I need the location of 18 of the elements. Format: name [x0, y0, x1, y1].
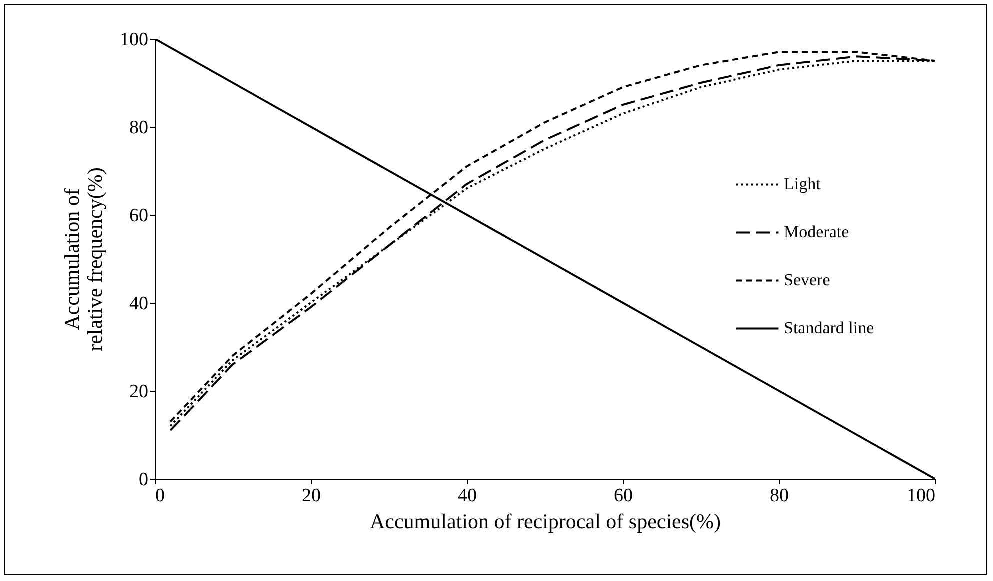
- x-axis-title: Accumulation of reciprocal of species(%): [370, 510, 722, 534]
- legend-label: Light: [784, 174, 822, 194]
- x-tick-label: 80: [770, 486, 789, 506]
- y-tick-label: 80: [130, 118, 148, 138]
- legend-label: Severe: [784, 270, 830, 290]
- x-tick-label: 100: [907, 486, 936, 506]
- x-tick-label: 20: [302, 486, 321, 506]
- legend-label: Standard line: [784, 318, 874, 338]
- y-tick-label: 60: [130, 206, 148, 226]
- x-tick-label: 0: [156, 486, 165, 506]
- y-axis-title: Accumulation of relative frequency(%): [60, 168, 107, 352]
- x-tick-label: 60: [614, 486, 633, 506]
- y-tick-label: 40: [130, 294, 148, 314]
- y-tick-label: 100: [120, 30, 148, 50]
- x-tick-label: 40: [458, 486, 477, 506]
- y-tick-label: 20: [130, 382, 148, 402]
- legend-label: Moderate: [784, 222, 850, 242]
- y-tick-label: 0: [139, 470, 148, 490]
